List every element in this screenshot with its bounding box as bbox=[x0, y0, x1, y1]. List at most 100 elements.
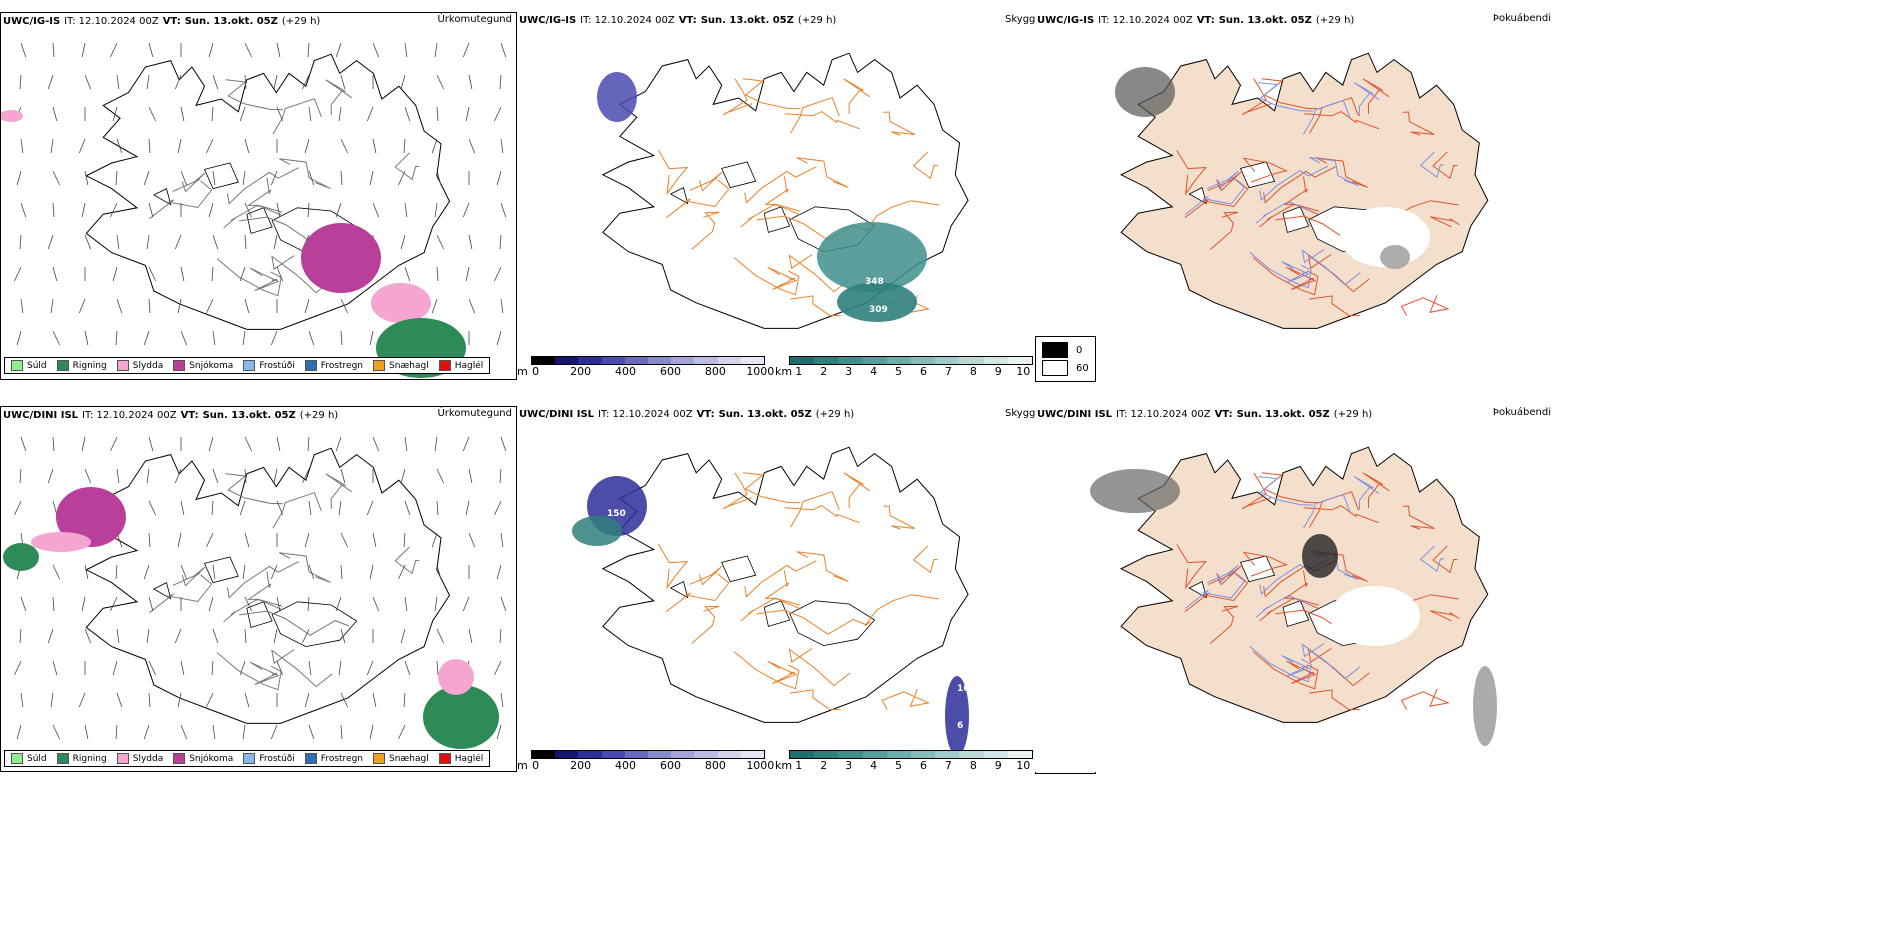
wind-barb bbox=[112, 266, 118, 282]
wind-barb bbox=[146, 468, 150, 484]
wind-barb bbox=[146, 628, 150, 644]
wind-barb bbox=[302, 74, 310, 90]
wind-barb bbox=[211, 106, 214, 122]
wind-barb bbox=[304, 532, 310, 548]
colorbar-tick: 5 bbox=[895, 759, 903, 772]
wind-barb bbox=[148, 660, 156, 676]
wind-barb bbox=[52, 660, 58, 676]
colorbar-tick: 1000 bbox=[746, 759, 775, 772]
colorbar-tick: 6 bbox=[919, 759, 927, 772]
wind-barb bbox=[52, 106, 58, 122]
valid-time: Sun. 13.okt. 05Z bbox=[202, 409, 296, 421]
wind-barb bbox=[398, 170, 406, 186]
wind-barb bbox=[436, 468, 444, 484]
legend-item: Rigning bbox=[56, 753, 107, 764]
road-line bbox=[226, 561, 299, 599]
wind-barb bbox=[242, 564, 246, 580]
legend-item: Frostúði bbox=[243, 753, 295, 764]
wind-barb bbox=[84, 468, 92, 484]
road-line bbox=[216, 258, 282, 297]
wind-barb bbox=[494, 660, 502, 676]
road-line bbox=[1242, 157, 1288, 183]
glacier-outline bbox=[1188, 581, 1208, 599]
wind-barb bbox=[372, 436, 380, 452]
valid-time: Sun. 13.okt. 05Z bbox=[1236, 408, 1330, 420]
wind-barb bbox=[308, 660, 312, 676]
wind-barb bbox=[340, 330, 343, 346]
wind-barb bbox=[434, 42, 438, 58]
wind-barb bbox=[462, 202, 470, 218]
wind-barb bbox=[148, 298, 151, 314]
road-line bbox=[1309, 295, 1360, 317]
fog-legend-row: 60 bbox=[1042, 359, 1089, 377]
colorbar-tick: 4 bbox=[870, 759, 878, 772]
wind-barb bbox=[84, 74, 92, 90]
wind-barb bbox=[244, 596, 252, 612]
road-line bbox=[1249, 251, 1312, 289]
fog-index-area bbox=[1115, 67, 1175, 117]
road-line bbox=[1301, 643, 1361, 680]
fog-index-area bbox=[1380, 245, 1410, 269]
visibility-value-label: 348 bbox=[865, 277, 884, 287]
legend-item: Frostregn bbox=[304, 753, 363, 764]
wind-barb bbox=[81, 202, 86, 218]
legend-swatch bbox=[243, 360, 256, 371]
legend-item: Frostregn bbox=[304, 360, 363, 371]
wind-barb bbox=[436, 106, 439, 122]
legend-swatch bbox=[243, 753, 256, 764]
wind-barb bbox=[242, 724, 246, 740]
colorbar-strip bbox=[531, 356, 765, 365]
wind-barb bbox=[340, 138, 348, 154]
wind-barb bbox=[212, 170, 216, 186]
wind-barb bbox=[308, 330, 315, 346]
colorbar-tick: 1 bbox=[795, 365, 803, 378]
wind-barb bbox=[500, 138, 504, 154]
wind-barb bbox=[146, 234, 150, 250]
wind-barb bbox=[16, 170, 22, 186]
road-line bbox=[1353, 476, 1380, 510]
wind-barb bbox=[47, 468, 54, 484]
glacier-outline bbox=[271, 601, 358, 648]
colorbar-tick: 800 bbox=[704, 759, 726, 772]
road-line bbox=[1259, 165, 1329, 202]
wind-barb bbox=[308, 170, 315, 186]
road-line bbox=[784, 111, 860, 130]
wind-barb bbox=[340, 74, 346, 90]
wind-barb bbox=[270, 564, 278, 580]
wind-barb bbox=[110, 436, 118, 452]
colorbar-tick: 7 bbox=[944, 365, 952, 378]
wind-barb bbox=[431, 138, 438, 154]
panel-title: Þokuábendi bbox=[1492, 407, 1551, 418]
road-line bbox=[1184, 572, 1246, 609]
wind-barb bbox=[84, 234, 92, 250]
glacier-outline bbox=[1282, 600, 1310, 627]
wind-barb bbox=[115, 724, 118, 740]
legend-item: Rigning bbox=[56, 360, 107, 371]
init-time: IT: 12.10.2024 00Z bbox=[580, 14, 675, 26]
wind-barb bbox=[436, 170, 442, 186]
wind-barb bbox=[242, 330, 246, 346]
visibility-value-label: 6 bbox=[957, 721, 963, 731]
fog-visibility-area bbox=[945, 676, 969, 756]
glacier-outline bbox=[203, 162, 239, 190]
colorbar-tick: 1000 bbox=[746, 365, 775, 378]
legend-label: Rigning bbox=[72, 753, 107, 764]
glacier-outline bbox=[763, 206, 791, 233]
lead-time: (+29 h) bbox=[1315, 14, 1355, 26]
road-line bbox=[1402, 111, 1435, 136]
precip-panel-row2: UWC/DINI ISL IT: 12.10.2024 00Z VT: Sun.… bbox=[0, 406, 517, 772]
precip-map bbox=[3, 436, 507, 749]
legend-item: Snjókoma bbox=[173, 360, 233, 371]
wind-barb bbox=[148, 500, 156, 516]
fog-legend-swatch bbox=[1042, 342, 1068, 358]
precip-panel-row1: UWC/IG-IS IT: 12.10.2024 00Z VT: Sun. 13… bbox=[0, 12, 517, 380]
fog-legend: 0 60 bbox=[1035, 336, 1096, 382]
wind-barb bbox=[302, 468, 310, 484]
wind-barb bbox=[276, 436, 281, 452]
road-line bbox=[788, 648, 851, 687]
fog-index-area bbox=[1473, 666, 1497, 746]
legend-label: Slydda bbox=[132, 753, 164, 764]
wind-barb bbox=[404, 660, 411, 676]
road-line bbox=[883, 111, 916, 136]
legend-item: Slydda bbox=[116, 753, 164, 764]
